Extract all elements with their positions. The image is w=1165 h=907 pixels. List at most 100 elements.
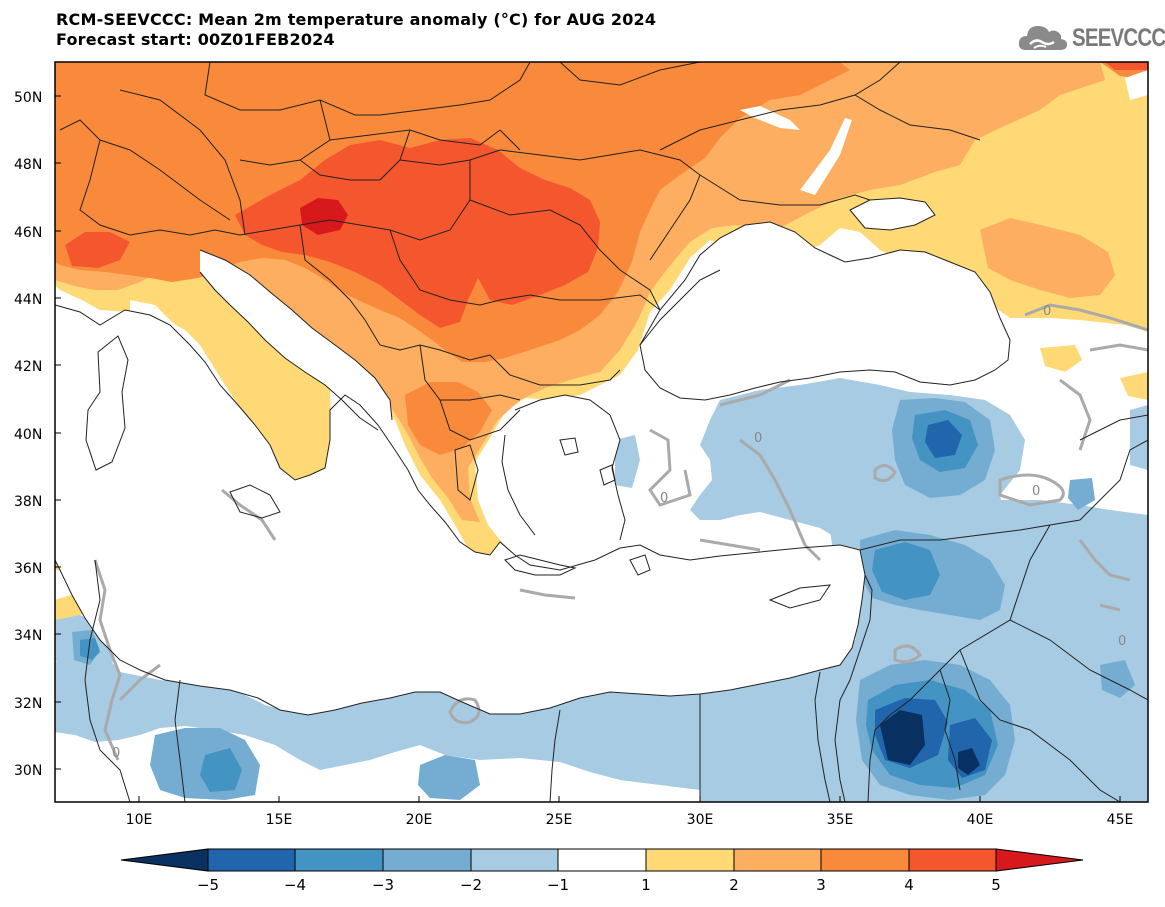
colorbar-label-minus3: −3 — [372, 876, 394, 894]
warm4-central-europe — [235, 138, 600, 328]
colorbar-segment-9 — [908, 848, 997, 872]
borders-africa — [84, 559, 701, 802]
colorbar-label-4: 4 — [904, 876, 914, 894]
contour-caucasus — [1024, 303, 1148, 352]
coast-mediterranean — [55, 304, 866, 716]
colorbar-segment-6 — [645, 848, 735, 872]
warm4-ne-sliver — [1105, 62, 1148, 70]
cool3-libya — [200, 748, 242, 792]
colorbar-segment-4 — [470, 848, 559, 872]
colorbar-label-minus5: −5 — [197, 876, 219, 894]
coast-azov — [849, 197, 936, 231]
coast-black-sea — [639, 221, 1011, 401]
cool4-turkey-east — [925, 420, 962, 458]
warm-anomaly-layer — [55, 62, 1148, 622]
contour-sicily — [221, 488, 277, 541]
colorbar-label-5: 5 — [991, 876, 1001, 894]
coast-aegean — [501, 394, 626, 541]
warm5-hungary-croatia — [300, 198, 348, 235]
contour-turkey-west — [648, 378, 791, 507]
dnieper-river — [740, 106, 800, 130]
contour-label-4: 0 — [1032, 484, 1040, 499]
sea-of-azov — [850, 198, 935, 230]
warm1-east-black-sea — [1040, 345, 1082, 372]
cool2-libya-east — [418, 755, 480, 800]
lat-label-48n: 48N — [14, 157, 42, 173]
borders-layer — [55, 62, 1148, 802]
colorbar-segment-8 — [820, 848, 910, 872]
lat-label-50n: 50N — [14, 90, 42, 106]
contour-libya — [118, 663, 161, 702]
cool1-aegean-patch — [615, 435, 640, 488]
map-panel: 0 0 0 0 0 0 — [55, 62, 1148, 802]
colorbar — [120, 848, 1084, 872]
contour-sinai — [893, 644, 922, 664]
title-line-1: RCM-SEEVCCC: Mean 2m temperature anomaly… — [56, 10, 657, 29]
contour-tunisia — [93, 559, 122, 761]
map-frame — [54, 61, 1149, 803]
cool3-tunisia — [80, 638, 100, 660]
coast-adriatic — [199, 249, 393, 431]
colorbar-arrow-right — [995, 848, 1084, 872]
mediterranean-sea — [55, 305, 865, 715]
cool5-jordan-core — [880, 710, 925, 765]
contour-label-3: 0 — [1043, 304, 1051, 319]
colorbar-segment-2 — [294, 848, 384, 872]
colorbar-label-3: 3 — [816, 876, 826, 894]
sea-layer — [55, 70, 1148, 715]
cool1-east-patch — [1130, 405, 1148, 470]
contour-label-6: 0 — [1118, 634, 1126, 649]
tyrrhenian-sea — [128, 300, 268, 478]
warm2-ukraine-east — [980, 218, 1115, 298]
seevccc-logo: SEEVCCC — [1016, 20, 1165, 56]
lon-label-25e: 25E — [546, 812, 573, 828]
contour-aegean — [519, 588, 576, 600]
borders-europe — [59, 62, 981, 441]
title-line-2: Forecast start: 00Z01FEB2024 — [56, 30, 335, 49]
lon-label-35e: 35E — [827, 812, 854, 828]
lon-label-40e: 40E — [967, 812, 994, 828]
cool-anomaly-layer — [55, 378, 1148, 802]
contour-label-5: 0 — [112, 746, 120, 761]
colorbar-segment-5 — [557, 848, 647, 872]
lon-label-10e: 10E — [126, 812, 153, 828]
latitude-labels: 30N 32N 34N 36N 38N 40N 42N 44N 46N 48N … — [14, 90, 42, 779]
contour-east-turkey — [998, 473, 1065, 507]
colorbar-label-minus1: −1 — [547, 876, 569, 894]
lat-label-36n: 36N — [14, 561, 42, 577]
contour-egypt-loop — [448, 697, 481, 724]
lat-label-30n: 30N — [14, 763, 42, 779]
contour-levant — [699, 538, 761, 552]
black-sea — [640, 222, 1010, 400]
logo-text: SEEVCCC — [1072, 24, 1165, 52]
cool5-iraq-core — [958, 748, 980, 775]
contour-turkey-loop — [873, 464, 897, 482]
colorbar-label-minus4: −4 — [284, 876, 306, 894]
chart-title: RCM-SEEVCCC: Mean 2m temperature anomaly… — [56, 10, 656, 50]
contour-label-1: 0 — [754, 431, 762, 446]
lat-label-40n: 40N — [14, 427, 42, 443]
colorbar-labels: −5 −4 −3 −2 −1 1 2 3 4 5 — [197, 876, 1001, 894]
longitude-labels: 10E 15E 20E 25E 30E 35E 40E 45E — [126, 812, 1134, 828]
borders-turkey-mideast — [639, 269, 1148, 802]
cloud-icon — [1018, 26, 1068, 50]
dnieper-river-south — [800, 118, 852, 195]
colorbar-label-2: 2 — [729, 876, 739, 894]
cool3-syria — [872, 542, 940, 600]
axis-ticks — [55, 95, 1121, 802]
colorbar-arrow-left — [120, 848, 209, 872]
warm1-caucasus — [1120, 372, 1148, 400]
contour-georgia — [1059, 378, 1092, 451]
adriatic-sea — [200, 250, 392, 430]
lat-label-44n: 44N — [14, 292, 42, 308]
contour-middle-east-east — [1078, 539, 1131, 612]
lon-label-20e: 20E — [406, 812, 433, 828]
cool2-east-turkey-patch — [1068, 478, 1095, 510]
colorbar-segment-3 — [382, 848, 472, 872]
contour-label-2: 0 — [660, 491, 668, 506]
colorbar-label-minus2: −2 — [460, 876, 482, 894]
lat-label-42n: 42N — [14, 359, 42, 375]
aegean-sea — [502, 395, 625, 548]
lon-label-15e: 15E — [266, 812, 293, 828]
